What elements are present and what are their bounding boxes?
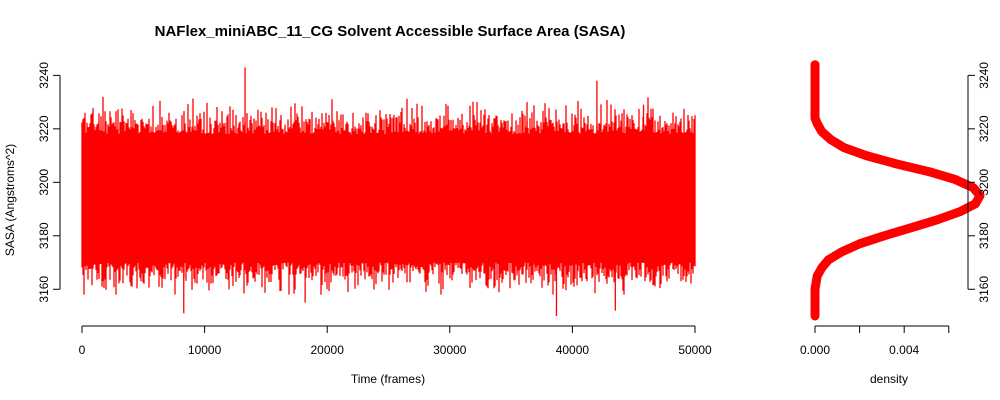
x-axis: 0 10000 20000 30000 40000 50000: [79, 325, 712, 357]
x-tick-label: 0: [79, 343, 86, 357]
y-tick-label: 3160: [37, 276, 51, 303]
density-y-tick-label: 3220: [977, 115, 991, 142]
density-y-tick-label: 3200: [977, 169, 991, 196]
y-axis: 3160 3180 3200 3220 3240: [37, 62, 61, 303]
x-tick-label: 50000: [678, 343, 712, 357]
density-x-tick-label: 0.004: [889, 343, 919, 357]
x-tick-label: 30000: [433, 343, 467, 357]
chart-title: NAFlex_miniABC_11_CG Solvent Accessible …: [155, 23, 626, 40]
density-x-tick-label: 0.000: [800, 343, 830, 357]
density-line: [810, 60, 985, 321]
y-axis-label: SASA (Angstroms^2): [3, 144, 17, 256]
density-x-axis: 0.000 0.004: [800, 325, 950, 357]
y-tick-label: 3180: [37, 222, 51, 249]
x-tick-label: 20000: [311, 343, 345, 357]
density-curve: [810, 60, 985, 321]
y-tick-label: 3200: [37, 169, 51, 196]
time-series-panel: 3160 3180 3200 3220 3240 0 10000 20000 30000 400…: [3, 62, 712, 386]
y-tick-label: 3240: [37, 62, 51, 89]
x-tick-label: 40000: [556, 343, 590, 357]
sasa-trace-core: [82, 139, 695, 258]
x-axis-label: Time (frames): [351, 372, 425, 386]
density-y-axis: 3160 3180 3200 3220 3240: [967, 62, 991, 303]
density-y-tick-label: 3180: [977, 222, 991, 249]
density-y-tick-label: 3240: [977, 62, 991, 89]
density-panel: 0.000 0.004 3160 3180 3200 3220 3240 density: [800, 60, 991, 386]
y-tick-label: 3220: [37, 115, 51, 142]
x-tick-label: 10000: [188, 343, 222, 357]
density-y-tick-label: 3160: [977, 276, 991, 303]
density-x-axis-label: density: [870, 372, 908, 386]
sasa-time-series: [81, 67, 696, 316]
